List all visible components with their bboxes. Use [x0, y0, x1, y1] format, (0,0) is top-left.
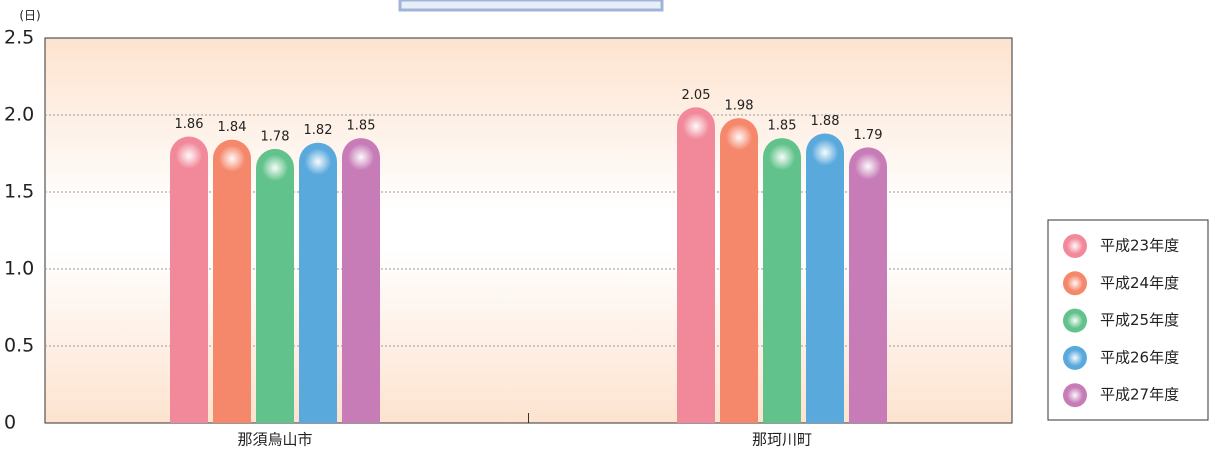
bar-highlight	[768, 143, 796, 171]
bar-highlight	[725, 123, 753, 151]
bar	[806, 133, 844, 424]
bar-highlight	[854, 153, 882, 180]
bar	[720, 118, 758, 423]
data-label: 1.88	[811, 114, 840, 129]
bar-highlight	[218, 145, 246, 172]
data-label: 1.84	[218, 120, 247, 135]
bar	[677, 107, 715, 424]
data-label: 1.98	[725, 99, 754, 114]
legend-swatch-highlight	[1067, 275, 1083, 292]
bar	[342, 138, 380, 423]
data-label: 1.85	[347, 119, 376, 134]
legend-label: 平成26年度	[1100, 348, 1179, 366]
legend-swatch-highlight	[1067, 387, 1083, 404]
y-tick-label: 0	[4, 412, 16, 434]
legend-swatch-highlight	[1067, 238, 1083, 254]
bar	[763, 138, 801, 423]
legend-label: 平成27年度	[1100, 386, 1179, 404]
x-tick-label: 那須烏山市	[237, 431, 312, 449]
y-tick-label: 2.5	[4, 27, 34, 49]
data-label: 1.86	[175, 117, 204, 132]
data-label: 2.05	[682, 88, 711, 103]
legend-label: 平成24年度	[1100, 274, 1179, 292]
bar-highlight	[304, 148, 332, 176]
data-label: 1.85	[768, 119, 797, 134]
bar	[849, 147, 887, 423]
top-tab	[398, 0, 664, 12]
y-tick-label: 1.0	[4, 258, 34, 280]
data-label: 1.78	[261, 129, 290, 144]
bar-highlight	[175, 142, 203, 169]
y-tick-label: 2.0	[4, 104, 34, 126]
bar-highlight	[811, 139, 839, 166]
legend-label: 平成25年度	[1100, 311, 1179, 329]
data-label: 1.79	[854, 128, 883, 143]
y-axis-unit: (日)	[19, 9, 40, 23]
legend-label: 平成23年度	[1100, 237, 1179, 255]
x-tick-label: 那珂川町	[752, 431, 812, 449]
bar	[299, 142, 337, 423]
bar-highlight	[347, 143, 375, 171]
bar	[256, 148, 294, 423]
y-tick-label: 1.5	[4, 181, 34, 203]
legend-swatch-highlight	[1067, 312, 1083, 329]
bar-highlight	[261, 154, 289, 182]
data-label: 1.82	[304, 123, 333, 138]
y-tick-label: 0.5	[4, 335, 34, 357]
legend-swatch-highlight	[1067, 349, 1083, 366]
bar-highlight	[682, 113, 710, 140]
bar	[170, 136, 208, 423]
bar	[213, 139, 251, 423]
